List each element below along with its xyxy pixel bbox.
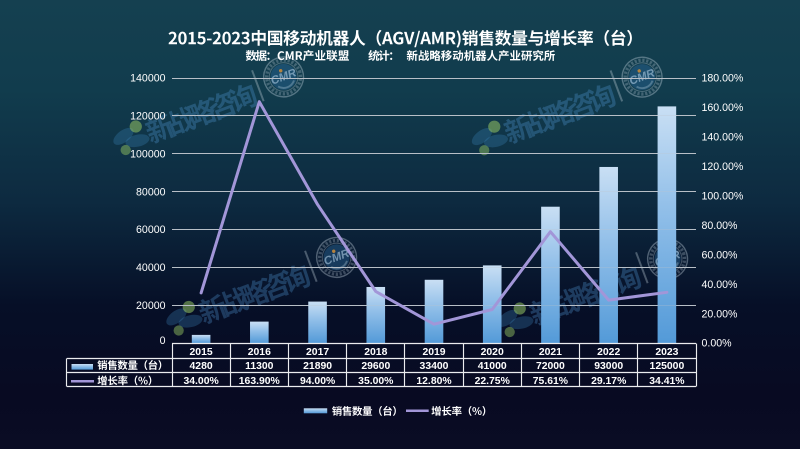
svg-text:75.61%: 75.61% bbox=[533, 376, 568, 387]
svg-text:2015: 2015 bbox=[190, 347, 213, 358]
svg-text:34.41%: 34.41% bbox=[649, 376, 684, 387]
svg-text:80000: 80000 bbox=[136, 186, 166, 198]
svg-text:2019: 2019 bbox=[422, 347, 445, 358]
svg-text:20000: 20000 bbox=[136, 300, 166, 312]
svg-text:100.00%: 100.00% bbox=[702, 191, 744, 203]
svg-text:4280: 4280 bbox=[190, 361, 213, 372]
svg-text:93000: 93000 bbox=[594, 361, 623, 372]
svg-text:140.00%: 140.00% bbox=[702, 132, 744, 144]
svg-text:2021: 2021 bbox=[539, 347, 562, 358]
svg-text:125000: 125000 bbox=[650, 361, 685, 372]
svg-text:2022: 2022 bbox=[597, 347, 620, 358]
svg-text:2020: 2020 bbox=[481, 347, 504, 358]
svg-text:40.00%: 40.00% bbox=[702, 279, 739, 291]
svg-text:22.75%: 22.75% bbox=[475, 376, 510, 387]
svg-text:0: 0 bbox=[160, 335, 166, 347]
svg-text:163.90%: 163.90% bbox=[239, 376, 280, 387]
svg-text:35.00%: 35.00% bbox=[358, 376, 393, 387]
svg-text:2018: 2018 bbox=[364, 347, 387, 358]
svg-text:80.00%: 80.00% bbox=[702, 220, 739, 232]
svg-text:12.80%: 12.80% bbox=[416, 376, 451, 387]
svg-text:180.00%: 180.00% bbox=[702, 73, 744, 85]
svg-text:120.00%: 120.00% bbox=[702, 161, 744, 173]
svg-text:100000: 100000 bbox=[130, 148, 165, 160]
svg-text:20.00%: 20.00% bbox=[702, 308, 739, 320]
svg-text:120000: 120000 bbox=[130, 111, 165, 123]
svg-text:2017: 2017 bbox=[306, 347, 329, 358]
svg-text:72000: 72000 bbox=[536, 361, 565, 372]
svg-text:160.00%: 160.00% bbox=[702, 102, 744, 114]
svg-text:21890: 21890 bbox=[303, 361, 332, 372]
svg-text:29.17%: 29.17% bbox=[591, 376, 626, 387]
svg-text:140000: 140000 bbox=[130, 73, 165, 85]
svg-text:40000: 40000 bbox=[136, 262, 166, 274]
svg-text:29600: 29600 bbox=[361, 361, 390, 372]
svg-text:2023: 2023 bbox=[655, 347, 678, 358]
svg-text:34.00%: 34.00% bbox=[183, 376, 218, 387]
svg-text:11300: 11300 bbox=[245, 361, 274, 372]
svg-text:0.00%: 0.00% bbox=[702, 338, 733, 350]
svg-text:41000: 41000 bbox=[478, 361, 507, 372]
svg-text:94.00%: 94.00% bbox=[300, 376, 335, 387]
svg-text:2016: 2016 bbox=[248, 347, 271, 358]
svg-text:60.00%: 60.00% bbox=[702, 249, 739, 261]
svg-text:33400: 33400 bbox=[420, 361, 449, 372]
svg-text:60000: 60000 bbox=[136, 224, 166, 236]
